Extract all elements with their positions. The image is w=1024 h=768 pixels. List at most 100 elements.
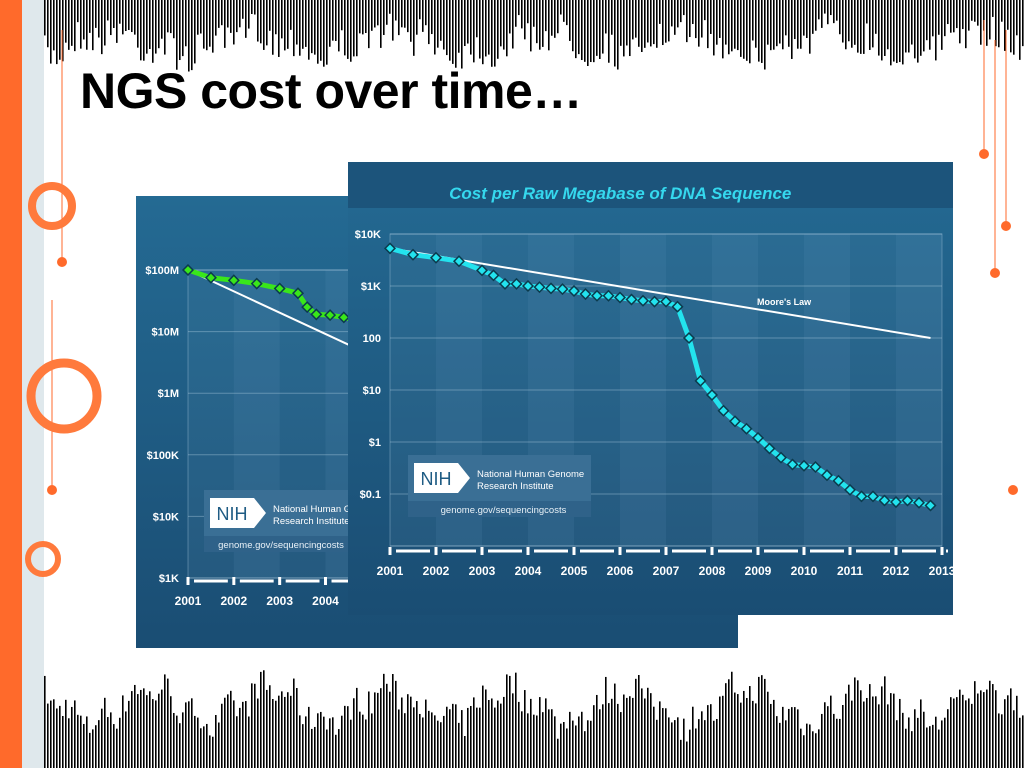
nih-org-name: Research Institute bbox=[273, 516, 350, 527]
data-point bbox=[204, 271, 217, 284]
barcode-bar bbox=[971, 703, 973, 768]
barcode-bar bbox=[251, 0, 253, 15]
barcode-bar bbox=[626, 697, 628, 768]
barcode-bar bbox=[659, 0, 661, 24]
barcode-bar bbox=[500, 0, 502, 47]
data-point bbox=[406, 248, 420, 261]
barcode-bar bbox=[863, 0, 865, 54]
barcode-bar bbox=[86, 716, 88, 768]
barcode-bar bbox=[737, 0, 739, 51]
barcode-bar bbox=[281, 0, 283, 39]
nih-badge bbox=[414, 463, 458, 493]
barcode-bar bbox=[92, 729, 94, 768]
barcode-bar bbox=[950, 0, 952, 33]
data-point bbox=[383, 242, 397, 255]
barcode-bar bbox=[590, 0, 592, 63]
barcode-bar bbox=[782, 706, 784, 768]
barcode-bar bbox=[227, 0, 229, 28]
barcode-bar bbox=[854, 0, 856, 45]
barcode-bar bbox=[959, 689, 961, 768]
barcode-bar bbox=[461, 710, 463, 768]
barcode-bar bbox=[974, 0, 976, 22]
barcode-bar bbox=[449, 709, 451, 768]
barcode-bar bbox=[422, 717, 424, 768]
barcode-bar bbox=[377, 0, 379, 26]
barcode-bar bbox=[935, 0, 937, 61]
barcode-bar bbox=[476, 707, 478, 768]
barcode-bar bbox=[293, 0, 295, 57]
barcode-bar bbox=[557, 738, 559, 768]
barcode-bar bbox=[584, 731, 586, 768]
barcode-bar bbox=[188, 0, 190, 72]
year-column bbox=[620, 234, 666, 546]
barcode-bar bbox=[905, 728, 907, 768]
barcode-bar bbox=[812, 0, 814, 34]
barcode-bar bbox=[308, 0, 310, 60]
barcode-bar bbox=[818, 0, 820, 20]
barcode-bar bbox=[890, 693, 892, 768]
data-point bbox=[567, 285, 581, 298]
nih-abbreviation: NIH bbox=[421, 469, 452, 489]
barcode-bar bbox=[452, 703, 454, 768]
barcode-bar bbox=[914, 0, 916, 59]
data-point bbox=[498, 277, 512, 290]
barcode-bar bbox=[428, 0, 430, 45]
barcode-bar bbox=[254, 0, 256, 15]
data-point bbox=[728, 415, 742, 428]
barcode-bar bbox=[194, 715, 196, 768]
barcode-bar bbox=[908, 717, 910, 768]
data-point bbox=[301, 301, 314, 314]
data-point bbox=[602, 289, 615, 302]
barcode-bar bbox=[941, 720, 943, 768]
barcode-bar bbox=[461, 0, 463, 69]
nih-badge-arrow bbox=[254, 498, 266, 528]
barcode-bar bbox=[815, 733, 817, 768]
barcode-bar bbox=[656, 0, 658, 48]
barcode-bar bbox=[851, 700, 853, 768]
barcode-bar bbox=[95, 0, 97, 28]
barcode-bar bbox=[524, 0, 526, 40]
barcode-bar bbox=[134, 684, 136, 768]
barcode-bar bbox=[338, 0, 340, 52]
barcode-bar bbox=[632, 0, 634, 40]
orange-dot-icon bbox=[47, 485, 57, 495]
barcode-bar bbox=[575, 725, 577, 768]
barcode-bar bbox=[203, 726, 205, 768]
barcode-bar bbox=[164, 0, 166, 55]
y-tick-label: $0.1 bbox=[360, 489, 381, 501]
barcode-bar bbox=[857, 680, 859, 768]
x-tick-label: 2006 bbox=[607, 564, 634, 578]
barcode-bar bbox=[587, 0, 589, 66]
data-point bbox=[786, 458, 799, 471]
barcode-bar bbox=[1022, 0, 1024, 47]
barcode-bar bbox=[350, 719, 352, 768]
barcode-bar bbox=[527, 713, 529, 768]
barcode-bar bbox=[416, 701, 418, 768]
barcode-bar bbox=[284, 696, 286, 768]
data-point bbox=[310, 308, 323, 321]
barcode-bar bbox=[347, 0, 349, 59]
data-point bbox=[475, 264, 489, 277]
barcode-bar bbox=[761, 675, 763, 768]
barcode-bar bbox=[443, 715, 445, 768]
barcode-bar bbox=[116, 728, 118, 768]
barcode-bar bbox=[548, 0, 550, 51]
barcode-bar bbox=[1007, 0, 1009, 30]
barcode-bar bbox=[968, 0, 970, 31]
barcode-bar bbox=[227, 694, 229, 768]
barcode-bar bbox=[1001, 714, 1003, 768]
barcode-bar bbox=[791, 707, 793, 768]
barcode-bar bbox=[956, 0, 958, 29]
barcode-bar bbox=[506, 674, 508, 768]
barcode-bar bbox=[713, 720, 715, 768]
barcode-bar bbox=[581, 0, 583, 61]
barcode-bar bbox=[509, 0, 511, 34]
barcode-bar bbox=[605, 676, 607, 768]
barcode-bar bbox=[929, 0, 931, 50]
barcode-bar bbox=[944, 0, 946, 37]
barcode-bar bbox=[44, 675, 46, 768]
barcode-bar bbox=[722, 695, 724, 768]
barcode-bar bbox=[746, 697, 748, 768]
barcode-bar bbox=[89, 0, 91, 33]
barcode-bar bbox=[203, 0, 205, 49]
